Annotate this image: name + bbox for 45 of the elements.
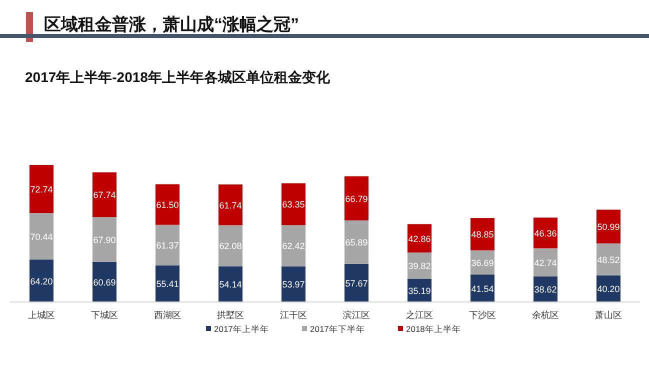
- data-label: 63.35: [282, 200, 305, 210]
- data-label: 35.19: [408, 286, 431, 296]
- data-label: 42.74: [534, 258, 557, 268]
- data-label: 48.85: [471, 230, 494, 240]
- x-tick-label: 拱墅区: [217, 310, 244, 320]
- data-label: 48.52: [597, 254, 620, 265]
- x-tick-label: 下沙区: [469, 310, 496, 320]
- data-label: 61.50: [156, 200, 179, 210]
- data-label: 67.90: [93, 234, 116, 245]
- data-label: 65.89: [345, 238, 368, 248]
- data-label: 50.99: [597, 222, 620, 232]
- x-tick-label: 滨江区: [343, 310, 370, 320]
- data-label: 54.14: [219, 280, 242, 290]
- data-label: 38.62: [534, 284, 557, 295]
- data-label: 60.69: [93, 277, 116, 288]
- data-label: 55.41: [156, 279, 179, 290]
- x-tick-label: 之江区: [406, 310, 433, 320]
- data-label: 64.20: [30, 276, 53, 286]
- data-label: 36.69: [471, 258, 494, 268]
- data-label: 46.36: [534, 228, 557, 238]
- data-label: 72.74: [30, 184, 53, 195]
- data-label: 67.74: [93, 190, 116, 200]
- x-tick-label: 下城区: [91, 310, 118, 320]
- data-label: 61.37: [156, 240, 179, 251]
- x-tick-label: 萧山区: [595, 310, 622, 320]
- x-tick-label: 西湖区: [154, 310, 181, 320]
- data-label: 70.44: [30, 232, 53, 242]
- data-label: 62.08: [219, 241, 242, 252]
- x-tick-label: 上城区: [28, 310, 55, 320]
- chart-title: 区域租金普涨，萧山成“涨幅之冠”: [44, 14, 299, 34]
- data-label: 66.79: [345, 194, 368, 204]
- legend-label: 2018年上半年: [406, 324, 461, 334]
- data-label: 62.42: [282, 241, 305, 252]
- legend-label: 2017年下半年: [310, 324, 365, 334]
- data-label: 39.82: [408, 261, 431, 272]
- data-label: 42.86: [408, 234, 431, 244]
- data-label: 41.54: [471, 284, 494, 294]
- data-label: 40.20: [597, 284, 620, 294]
- data-label: 53.97: [282, 280, 305, 290]
- x-tick-label: 江干区: [280, 310, 307, 320]
- data-label: 61.74: [219, 200, 242, 210]
- x-tick-label: 余杭区: [532, 310, 559, 320]
- chart-subtitle: 2017年上半年-2018年上半年各城区单位租金变化: [25, 69, 331, 85]
- data-label: 57.67: [345, 278, 368, 288]
- legend-label: 2017年上半年: [214, 324, 269, 334]
